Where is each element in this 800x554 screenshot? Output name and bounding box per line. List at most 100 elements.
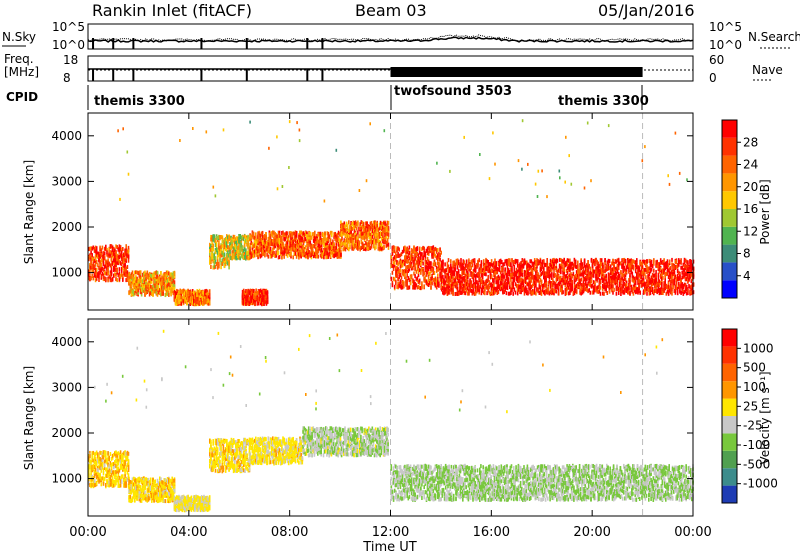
echo-cell (345, 243, 348, 248)
echo-cell (103, 251, 106, 256)
echo-cell (228, 259, 230, 264)
echo-cell (509, 272, 511, 277)
echo-cell (438, 252, 440, 257)
echo-cell (100, 268, 103, 273)
echo-cell (237, 245, 239, 250)
sky-left-label: N.Sky (2, 30, 36, 44)
echo-cell (189, 291, 192, 296)
echo-cell (319, 253, 322, 258)
echo-cell (439, 257, 441, 262)
echo-cell (117, 260, 120, 265)
echo-cell (114, 258, 116, 263)
echo-cell (489, 283, 492, 288)
echo-cell (337, 242, 340, 246)
echo-cell (128, 281, 130, 286)
echo-cell (535, 283, 537, 288)
echo-cell (173, 290, 176, 295)
echo-cell (447, 285, 450, 290)
echo-cell (191, 299, 194, 304)
echo-cell (336, 252, 339, 257)
echo-cell (103, 256, 106, 261)
echo-cell (494, 261, 496, 266)
echo-cell (413, 245, 415, 250)
echo-cell (533, 290, 536, 295)
echo-cell (444, 281, 446, 286)
echo-cell (286, 245, 289, 250)
echo-cell (478, 278, 480, 283)
echo-cell (312, 232, 315, 237)
echo-cell (461, 290, 463, 295)
echo-cell (131, 280, 134, 285)
echo-cell (511, 285, 513, 290)
echo-cell (481, 285, 484, 290)
echo-cell (482, 270, 485, 275)
echo-cell (526, 260, 528, 265)
echo-cell (210, 256, 212, 261)
echo-cell (149, 273, 152, 278)
echo-cell (340, 242, 342, 247)
echo-cell (120, 257, 123, 261)
echo-cell (540, 272, 543, 277)
echo-cell (468, 262, 470, 267)
echo-cell (216, 236, 219, 241)
echo-cell (421, 284, 423, 289)
echo-cell (509, 258, 511, 263)
echo-cell (309, 240, 312, 245)
echo-cell (291, 242, 293, 247)
echo-cell (218, 249, 220, 254)
echo-cell (545, 271, 547, 276)
echo-cell (300, 254, 302, 259)
echo-cell (332, 245, 334, 250)
echo-cell (280, 235, 282, 240)
echo-cell (351, 234, 353, 239)
echo-cell (423, 284, 425, 289)
echo-cell (231, 250, 233, 255)
echo-cell (232, 249, 235, 254)
echo-cell (480, 260, 483, 265)
echo-cell (509, 269, 511, 274)
echo-cell (465, 259, 468, 264)
echo-cell (403, 284, 405, 289)
echo-cell (111, 251, 114, 256)
echo-cell (181, 298, 184, 303)
echo-cell (230, 235, 232, 240)
echo-cell (272, 230, 274, 235)
echo-cell (206, 301, 209, 306)
echo-cell (531, 270, 534, 275)
echo-cell (360, 220, 363, 225)
echo-cell (278, 239, 281, 244)
echo-cell (359, 228, 361, 233)
echo-cell (482, 280, 485, 285)
echo-cell (310, 255, 313, 260)
echo-cell (451, 270, 453, 275)
echo-cell (392, 264, 395, 269)
echo-cell (118, 255, 121, 259)
echo-cell (392, 267, 395, 271)
echo-cell (335, 253, 338, 258)
echo-cell (239, 246, 241, 251)
echo-cell (297, 239, 299, 244)
echo-cell (247, 235, 249, 240)
echo-cell (309, 251, 312, 256)
echo-cell (418, 268, 421, 273)
echo-cell (446, 273, 449, 278)
echo-cell (264, 253, 266, 258)
echo-cell (427, 273, 430, 278)
echo-cell (108, 249, 110, 254)
echo-cell (269, 249, 272, 254)
echo-cell (127, 254, 130, 259)
echo-cell (257, 249, 259, 254)
echo-cell (443, 268, 445, 273)
echo-cell (248, 296, 251, 301)
echo-cell (306, 234, 308, 239)
echo-cell (524, 280, 527, 285)
echo-cell (245, 256, 247, 261)
echo-cell (412, 258, 414, 263)
echo-cell (335, 241, 338, 246)
echo-cell (214, 264, 217, 269)
echo-cell (329, 253, 332, 258)
echo-cell (122, 256, 124, 261)
echo-cell (118, 273, 121, 278)
echo-cell (206, 296, 209, 301)
echo-cell (546, 264, 548, 269)
